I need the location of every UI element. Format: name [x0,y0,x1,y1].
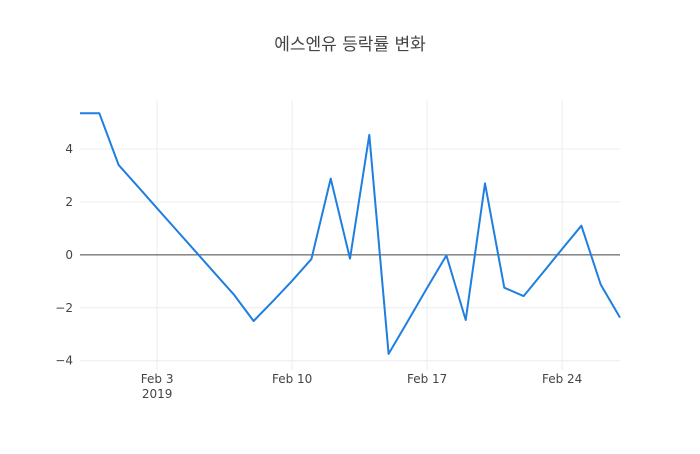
data-point [559,246,565,252]
data-point [463,317,469,323]
y-tick-label: 2 [65,195,73,209]
data-point [154,205,160,211]
data-point [405,318,411,324]
data-point [598,282,604,288]
data-point [231,292,237,298]
x-tick-sublabel: 2019 [142,387,173,401]
data-point [193,249,199,255]
grid-layer [80,100,620,370]
data-point [116,162,122,168]
data-point [617,315,623,321]
data-point [212,270,218,276]
data-point [135,184,141,190]
data-point [289,278,295,284]
y-tick-label: 4 [65,142,73,156]
y-tick-label: 0 [65,248,73,262]
series-line [80,112,621,355]
data-point [251,318,257,324]
chart-title: 에스엔유 등락률 변화 [274,35,426,55]
data-point [521,293,527,299]
data-point [386,351,392,357]
data-point [173,227,179,233]
x-tick-label: Feb 17 [407,372,447,386]
y-tick-label: −2 [55,301,73,315]
x-tick-label: Feb 10 [272,372,312,386]
data-point [501,285,507,291]
data-point [424,285,430,291]
data-point [347,256,353,262]
data-point [77,110,83,116]
y-tick-label: −4 [55,354,73,368]
data-point [366,132,372,138]
data-point [270,298,276,304]
data-point [96,110,102,116]
data-point [578,223,584,229]
data-point [308,256,314,262]
x-tick-label: Feb 24 [542,372,582,386]
data-point [482,180,488,186]
data-point [443,252,449,258]
data-point [540,270,546,276]
data-point [328,176,334,182]
series-layer [77,110,623,357]
x-tick-label: Feb 3 [141,372,174,386]
